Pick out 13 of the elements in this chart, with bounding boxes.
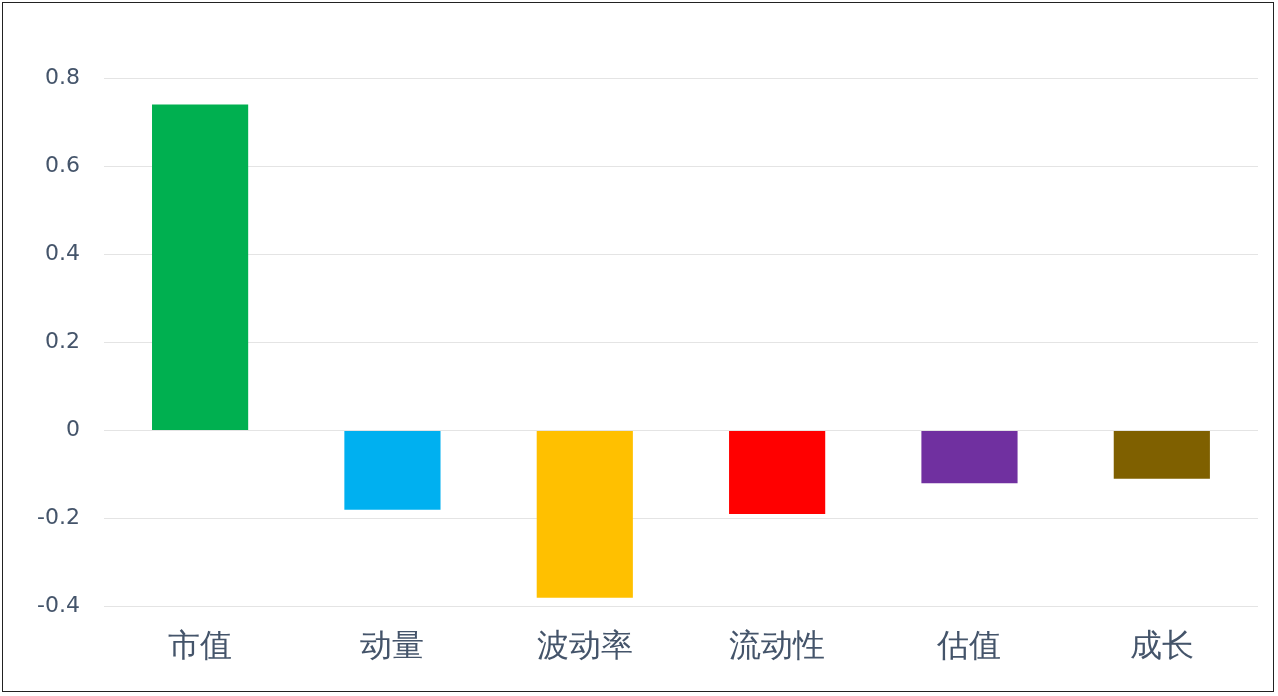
y-tick-label: 0: [65, 416, 80, 442]
y-tick-label: 0.4: [44, 239, 80, 265]
x-tick-label: 波动率: [536, 626, 633, 665]
x-tick-label: 估值: [936, 626, 1002, 665]
x-tick-label: 流动性: [729, 626, 826, 665]
y-tick-label: -0.4: [36, 592, 80, 618]
x-tick-label: 市值: [168, 626, 233, 665]
x-tick-label: 成长: [1129, 626, 1194, 665]
y-tick-label: 0.6: [44, 151, 80, 177]
y-tick-label: -0.2: [36, 504, 80, 530]
y-tick-label: 0.2: [44, 328, 80, 354]
y-tick-label: 0.8: [44, 63, 80, 89]
x-tick-label: 动量: [360, 626, 425, 665]
